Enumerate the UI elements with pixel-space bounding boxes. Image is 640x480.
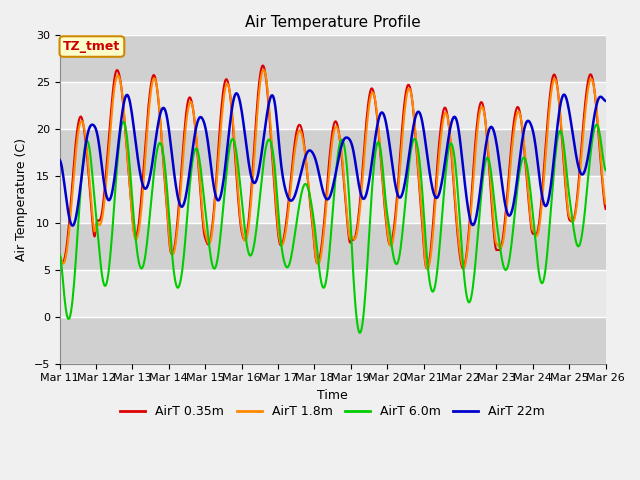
AirT 22m	[417, 111, 424, 117]
AirT 0.35m	[177, 171, 185, 177]
Line: AirT 0.35m: AirT 0.35m	[60, 66, 605, 268]
Text: TZ_tmet: TZ_tmet	[63, 40, 120, 53]
AirT 0.35m	[122, 133, 129, 139]
Title: Air Temperature Profile: Air Temperature Profile	[244, 15, 420, 30]
AirT 0.35m	[602, 206, 609, 212]
Line: AirT 22m: AirT 22m	[60, 93, 605, 226]
AirT 22m	[66, 216, 74, 222]
AirT 22m	[207, 162, 214, 168]
AirT 1.8m	[416, 183, 424, 189]
Bar	[60, 36, 605, 82]
AirT 6.0m	[356, 330, 364, 336]
AirT 0.35m	[66, 215, 74, 220]
AirT 1.8m	[423, 266, 431, 272]
AirT 0.35m	[416, 190, 424, 195]
Line: AirT 6.0m: AirT 6.0m	[60, 121, 605, 333]
AirT 1.8m	[177, 182, 185, 188]
AirT 22m	[123, 92, 131, 98]
AirT 22m	[233, 90, 241, 96]
AirT 22m	[178, 204, 186, 210]
AirT 0.35m	[259, 63, 267, 69]
AirT 6.0m	[207, 254, 214, 260]
AirT 1.8m	[400, 119, 408, 125]
AirT 0.35m	[56, 255, 63, 261]
AirT 6.0m	[123, 131, 131, 136]
AirT 1.8m	[122, 131, 129, 136]
Bar	[60, 129, 605, 176]
X-axis label: Time: Time	[317, 389, 348, 402]
Bar	[60, 223, 605, 270]
AirT 0.35m	[423, 265, 431, 271]
AirT 1.8m	[56, 252, 63, 257]
AirT 0.35m	[400, 108, 408, 114]
AirT 0.35m	[206, 238, 214, 244]
AirT 1.8m	[66, 224, 74, 229]
AirT 1.8m	[206, 240, 214, 246]
AirT 22m	[68, 223, 76, 228]
AirT 6.0m	[120, 119, 127, 124]
AirT 6.0m	[417, 166, 424, 172]
AirT 1.8m	[259, 67, 267, 73]
AirT 6.0m	[178, 270, 186, 276]
AirT 6.0m	[401, 210, 408, 216]
AirT 22m	[401, 182, 408, 188]
AirT 22m	[56, 157, 63, 163]
Y-axis label: Air Temperature (C): Air Temperature (C)	[15, 138, 28, 261]
Legend: AirT 0.35m, AirT 1.8m, AirT 6.0m, AirT 22m: AirT 0.35m, AirT 1.8m, AirT 6.0m, AirT 2…	[115, 400, 550, 423]
AirT 6.0m	[602, 168, 609, 173]
Bar	[60, 317, 605, 364]
AirT 22m	[602, 98, 609, 104]
AirT 6.0m	[56, 251, 63, 257]
AirT 6.0m	[66, 315, 74, 321]
AirT 1.8m	[602, 201, 609, 206]
Line: AirT 1.8m: AirT 1.8m	[60, 70, 605, 269]
